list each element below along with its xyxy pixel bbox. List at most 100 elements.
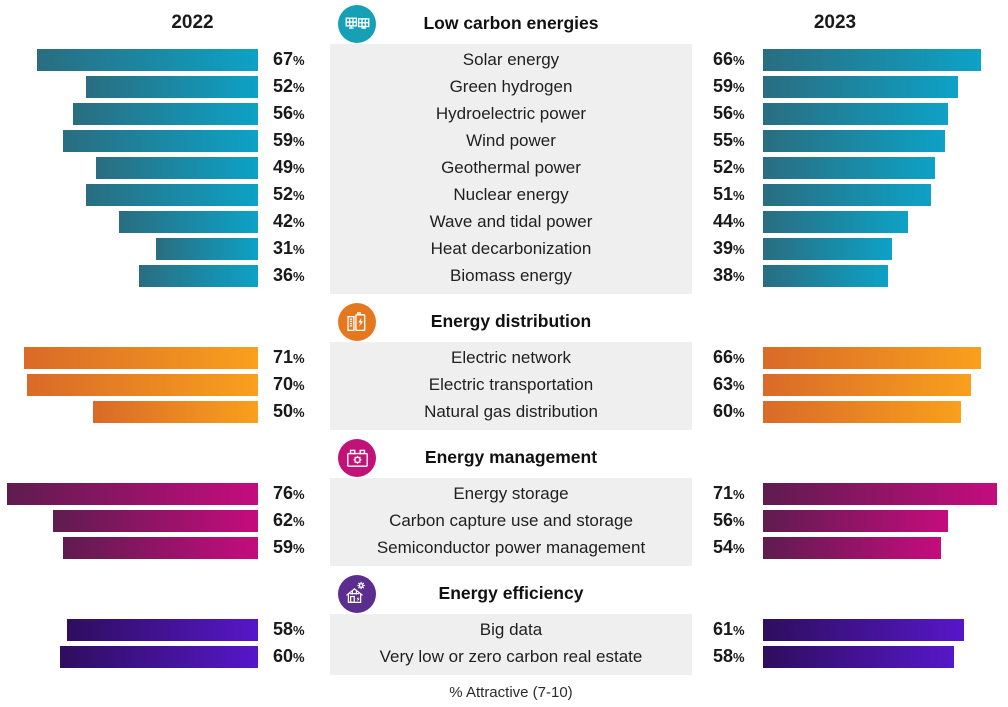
left-cell: 50% <box>0 400 330 423</box>
right-bar-track <box>763 156 935 179</box>
left-cell: 42% <box>0 210 330 233</box>
value-2023: 61% <box>692 619 763 640</box>
section-rows: 71% Electric network 66% 70% Electric transp… <box>0 342 1008 430</box>
left-bar-track <box>0 48 258 71</box>
percent-sign: % <box>733 161 745 176</box>
value-number: 66 <box>713 347 734 367</box>
section-energy-efficiency: Energy efficiency 58% Big data 61% 60% Very l… <box>0 572 1008 675</box>
right-cell: 55% <box>692 129 1008 152</box>
bar-2023 <box>763 536 941 559</box>
percent-sign: % <box>293 242 305 257</box>
header-center-col: Energy management <box>330 436 692 478</box>
percent-sign: % <box>293 487 305 502</box>
chart-row: 56% Hydroelectric power 56% <box>0 100 1008 127</box>
bar-2023 <box>763 264 888 287</box>
header-left-col <box>0 436 330 478</box>
bar-2022 <box>37 48 258 71</box>
right-year-header: 2023 <box>813 12 857 33</box>
value-number: 52 <box>273 184 294 204</box>
section-low-carbon-energies: 2022 Low carbon energies 2023 67% Solar ener… <box>0 2 1008 294</box>
category-label: Green hydrogen <box>449 76 573 96</box>
section-header: Energy distribution <box>0 300 1008 342</box>
value-2022: 76% <box>258 483 330 504</box>
value-2022: 52% <box>258 184 330 205</box>
left-bar-track <box>0 346 258 369</box>
section-title: Energy distribution <box>430 310 592 331</box>
percent-sign: % <box>293 623 305 638</box>
chart-row: 49% Geothermal power 52% <box>0 154 1008 181</box>
percent-sign: % <box>293 134 305 149</box>
header-right-col <box>692 572 1008 614</box>
value-number: 58 <box>713 646 734 666</box>
value-2022: 62% <box>258 510 330 531</box>
right-bar-track <box>763 509 948 532</box>
section-header: 2022 Low carbon energies 2023 <box>0 2 1008 44</box>
left-bar-track <box>0 237 258 260</box>
right-cell: 54% <box>692 536 1008 559</box>
section-title: Energy management <box>424 446 598 467</box>
value-number: 59 <box>713 76 734 96</box>
left-cell: 31% <box>0 237 330 260</box>
value-2023: 59% <box>692 76 763 97</box>
bar-2023 <box>763 482 997 505</box>
section-icon-circle <box>338 303 376 341</box>
percent-sign: % <box>733 215 745 230</box>
value-2022: 50% <box>258 401 330 422</box>
right-bar-track <box>763 48 981 71</box>
bar-2023 <box>763 48 981 71</box>
right-bar-track <box>763 102 948 125</box>
right-bar-track <box>763 400 961 423</box>
value-number: 71 <box>713 483 734 503</box>
right-cell: 39% <box>692 237 1008 260</box>
percent-sign: % <box>293 269 305 284</box>
value-number: 63 <box>713 374 734 394</box>
percent-sign: % <box>733 405 745 420</box>
value-number: 67 <box>273 49 294 69</box>
bar-2022 <box>86 75 258 98</box>
chart-row: 71% Electric network 66% <box>0 344 1008 371</box>
category-label: Solar energy <box>462 49 560 69</box>
left-bar-track <box>0 102 258 125</box>
left-cell: 67% <box>0 48 330 71</box>
percent-sign: % <box>733 514 745 529</box>
value-number: 59 <box>273 130 294 150</box>
percent-sign: % <box>293 161 305 176</box>
right-bar-track <box>763 346 981 369</box>
section-title: Energy efficiency <box>438 582 584 603</box>
left-bar-track <box>0 645 258 668</box>
bar-2023 <box>763 210 908 233</box>
category-label: Biomass energy <box>450 265 572 285</box>
value-number: 56 <box>713 103 734 123</box>
chart-row: 58% Big data 61% <box>0 616 1008 643</box>
left-cell: 36% <box>0 264 330 287</box>
section-energy-distribution: Energy distribution 71% Electric network 66… <box>0 300 1008 430</box>
left-bar-track <box>0 129 258 152</box>
right-bar-track <box>763 536 941 559</box>
section-panel <box>330 478 692 566</box>
bar-2022 <box>96 156 258 179</box>
bar-2023 <box>763 346 981 369</box>
percent-sign: % <box>293 650 305 665</box>
value-2023: 66% <box>692 347 763 368</box>
section-icon-circle <box>338 575 376 613</box>
bar-2023 <box>763 156 935 179</box>
bar-2022 <box>119 210 258 233</box>
left-cell: 71% <box>0 346 330 369</box>
percent-sign: % <box>733 80 745 95</box>
value-2023: 52% <box>692 157 763 178</box>
value-number: 39 <box>713 238 734 258</box>
bar-2022 <box>7 482 258 505</box>
bar-2022 <box>139 264 258 287</box>
category-label: Wind power <box>466 130 556 150</box>
percent-sign: % <box>733 242 745 257</box>
bar-2023 <box>763 129 945 152</box>
header-left-col: 2022 <box>0 2 330 44</box>
section-panel <box>330 614 692 675</box>
chart-row: 67% Solar energy 66% <box>0 46 1008 73</box>
bar-2023 <box>763 237 892 260</box>
left-cell: 52% <box>0 183 330 206</box>
category-label: Nuclear energy <box>453 184 569 204</box>
value-number: 60 <box>273 646 294 666</box>
section-icon-circle <box>338 439 376 477</box>
value-number: 49 <box>273 157 294 177</box>
